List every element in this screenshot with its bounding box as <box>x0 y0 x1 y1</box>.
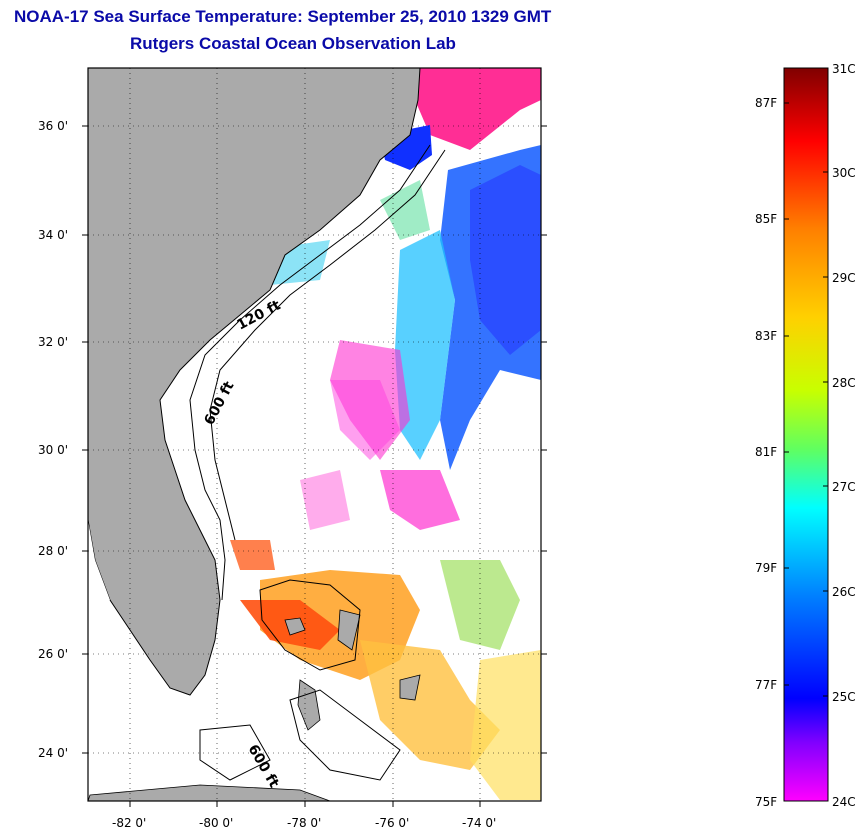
cb-label-31c: 31C <box>832 62 856 76</box>
cb-label-27c: 27C <box>832 480 856 494</box>
sst-data-layer <box>150 145 541 800</box>
cb-label-77f: 77F <box>755 678 777 692</box>
cb-label-25c: 25C <box>832 690 856 704</box>
cb-label-79f: 79F <box>755 561 777 575</box>
lat-label-32: 32 0' <box>38 335 68 349</box>
cb-label-24c: 24C <box>832 795 856 809</box>
lon-label-74: -74 0' <box>462 816 496 830</box>
lon-label-80: -80 0' <box>199 816 233 830</box>
cb-label-29c: 29C <box>832 271 856 285</box>
axis-ticks <box>82 125 547 807</box>
cb-label-85f: 85F <box>755 212 777 226</box>
lon-label-76: -76 0' <box>375 816 409 830</box>
cb-label-75f: 75F <box>755 795 777 809</box>
map-frame <box>87 67 542 802</box>
map-subtitle: Rutgers Coastal Ocean Observation Lab <box>130 34 456 53</box>
cb-label-81f: 81F <box>755 445 777 459</box>
bahamas-islands <box>88 609 421 801</box>
lat-label-28: 28 0' <box>38 544 68 558</box>
north-data-patch <box>410 68 541 150</box>
cb-label-87f: 87F <box>755 96 777 110</box>
cb-label-30c: 30C <box>832 166 856 180</box>
lat-label-34: 34 0' <box>38 228 68 242</box>
lon-label-78: -78 0' <box>287 816 321 830</box>
map-panel: 120 ft 600 ft 600 ft <box>88 68 541 801</box>
lat-label-26: 26 0' <box>38 647 68 661</box>
depth-contours <box>189 144 446 781</box>
cb-label-83f: 83F <box>755 329 777 343</box>
lon-label-82: -82 0' <box>112 816 146 830</box>
colorbar: 31C 30C 29C 28C 27C 26C 25C 24C 87F 85F … <box>755 62 856 809</box>
lat-label-30: 30 0' <box>38 443 68 457</box>
cb-label-26c: 26C <box>832 585 856 599</box>
lat-label-24: 24 0' <box>38 746 68 760</box>
colorbar-gradient <box>783 67 829 802</box>
us-mainland <box>88 68 421 696</box>
lat-label-36: 36 0' <box>38 119 68 133</box>
map-title: NOAA-17 Sea Surface Temperature: Septemb… <box>14 7 552 26</box>
graticule <box>88 68 541 801</box>
cb-label-28c: 28C <box>832 376 856 390</box>
